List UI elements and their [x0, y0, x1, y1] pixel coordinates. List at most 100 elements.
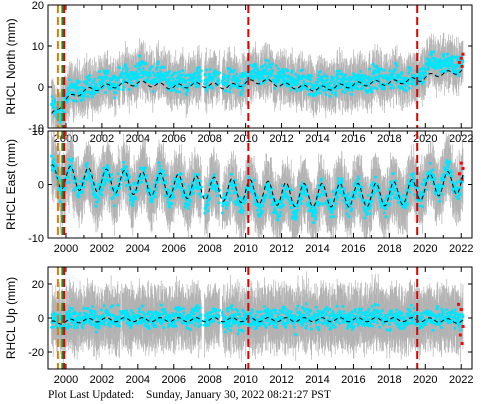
daily-point: [395, 64, 399, 68]
daily-point: [227, 191, 231, 195]
daily-point: [424, 71, 428, 75]
daily-point: [330, 91, 334, 95]
daily-point: [377, 70, 381, 74]
daily-point: [445, 52, 449, 56]
daily-point: [371, 62, 375, 66]
daily-point: [68, 78, 72, 82]
daily-point: [203, 211, 207, 215]
daily-point: [234, 183, 238, 187]
daily-point: [125, 169, 129, 173]
daily-point: [99, 84, 103, 88]
daily-point: [273, 86, 277, 90]
daily-point: [261, 65, 265, 69]
daily-point: [359, 192, 363, 196]
daily-point: [116, 85, 120, 89]
daily-point: [444, 64, 448, 68]
daily-point: [293, 77, 297, 81]
daily-point: [334, 79, 338, 83]
recent-positions: [457, 52, 465, 68]
x-tick-label: 2014: [305, 133, 329, 145]
recent-point: [459, 56, 463, 60]
daily-point: [191, 77, 195, 81]
daily-point: [184, 93, 188, 97]
daily-point: [328, 81, 332, 85]
daily-point: [457, 64, 461, 68]
daily-point: [199, 69, 203, 73]
daily-point: [67, 91, 71, 95]
daily-point: [335, 189, 339, 193]
daily-point: [225, 83, 229, 87]
daily-point: [130, 81, 134, 85]
daily-point: [313, 217, 317, 221]
daily-point: [116, 193, 120, 197]
daily-point: [246, 186, 250, 190]
daily-point: [461, 60, 465, 64]
daily-point: [403, 205, 407, 209]
daily-point: [335, 69, 339, 73]
daily-point: [387, 202, 391, 206]
daily-point: [82, 182, 86, 186]
daily-point: [85, 178, 89, 182]
daily-point: [300, 77, 304, 81]
daily-point: [111, 196, 115, 200]
daily-point: [450, 55, 454, 59]
daily-point: [264, 193, 268, 197]
daily-point: [131, 200, 135, 204]
daily-point: [155, 65, 159, 69]
daily-point: [203, 78, 207, 82]
daily-point: [356, 184, 360, 188]
daily-point: [269, 73, 273, 77]
daily-point: [405, 202, 409, 206]
daily-point: [70, 82, 74, 86]
daily-point: [86, 95, 90, 99]
x-tick-label: 2016: [341, 133, 365, 145]
daily-point: [281, 203, 285, 207]
daily-point: [427, 66, 431, 70]
daily-point: [407, 86, 411, 90]
daily-point: [186, 88, 190, 92]
daily-point: [340, 177, 344, 181]
daily-point: [447, 67, 451, 71]
daily-point: [377, 74, 381, 78]
daily-point: [387, 77, 391, 81]
daily-point: [421, 80, 425, 84]
daily-point: [121, 88, 125, 92]
daily-point: [300, 197, 304, 201]
daily-point: [276, 218, 280, 222]
daily-point: [139, 177, 143, 181]
daily-point: [216, 194, 220, 198]
daily-point: [114, 187, 118, 191]
y-tick-label: 0: [38, 82, 44, 94]
daily-point: [165, 194, 169, 198]
daily-point: [238, 79, 242, 83]
daily-point: [174, 71, 178, 75]
daily-point: [289, 188, 293, 192]
daily-point: [195, 182, 199, 186]
daily-point: [421, 193, 425, 197]
daily-point: [290, 206, 294, 210]
daily-point: [206, 203, 210, 207]
daily-point: [353, 195, 357, 199]
daily-point: [268, 190, 272, 194]
daily-point: [184, 80, 188, 84]
daily-point: [89, 179, 93, 183]
daily-point: [90, 90, 94, 94]
daily-point: [388, 69, 392, 73]
daily-point: [257, 78, 261, 82]
daily-point: [389, 86, 393, 90]
daily-point: [317, 194, 321, 198]
daily-point: [252, 189, 256, 193]
daily-point: [173, 88, 177, 92]
y-tick-label: -10: [28, 123, 44, 135]
daily-point: [128, 175, 132, 179]
daily-point: [441, 59, 445, 63]
daily-positions: [50, 154, 465, 225]
daily-point: [207, 197, 211, 201]
daily-point: [388, 197, 392, 201]
daily-point: [135, 79, 139, 83]
daily-point: [217, 81, 221, 85]
daily-point: [157, 73, 161, 77]
daily-point: [369, 87, 373, 91]
daily-point: [286, 69, 290, 73]
daily-point: [402, 81, 406, 85]
